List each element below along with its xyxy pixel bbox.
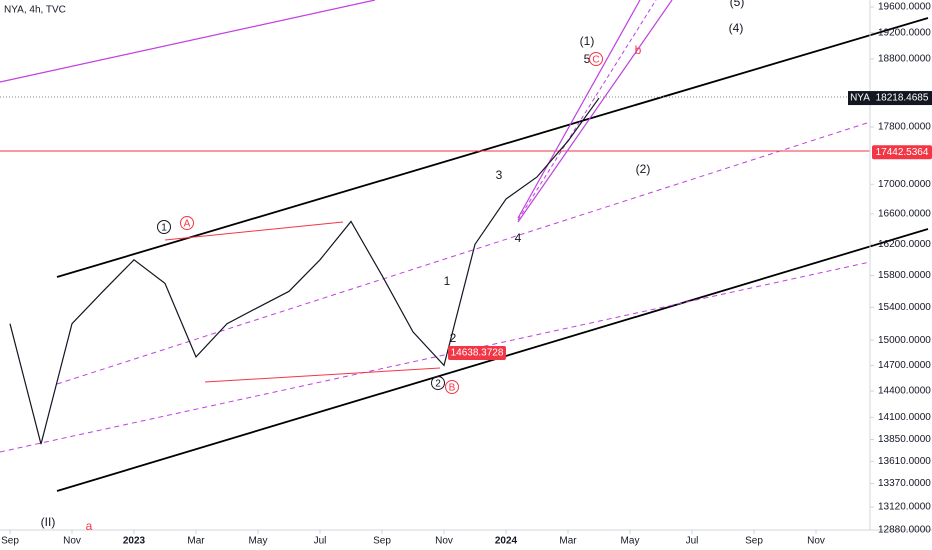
wave-label: 2 [450,331,457,345]
label-circle [180,216,194,230]
label-circle [157,220,171,234]
wave-label: B [449,383,456,394]
x-tick-label: Jul [686,536,699,547]
y-tick-label: 15800.0000 [878,270,931,281]
trend-line [0,0,376,83]
drawings [0,0,932,531]
wave-label: 2 [435,379,441,390]
steep-channel-mid [517,0,657,221]
wave-label: C [592,55,599,66]
y-tick-label: 15000.0000 [878,335,931,346]
x-tick-label: Sep [745,536,763,547]
wave-label: 1 [161,223,167,234]
y-tick-label: 13120.0000 [878,502,931,513]
channel-low [0,261,871,453]
x-tick-label: 2024 [495,536,518,547]
wave-label: a [86,519,93,533]
y-tick-label: 12880.0000 [878,525,931,536]
y-tick-label: 14400.0000 [878,386,931,397]
wave-label: (4) [729,21,744,35]
symbol-tag [848,91,872,106]
wave-label: (1) [580,34,595,48]
x-tick-label: Nov [435,536,453,547]
channel-mid [56,121,871,385]
x-tick-label: Mar [187,536,205,547]
label-circle [589,52,603,66]
triangle-line [204,367,441,383]
price-tag-label: 18218.4685 [876,93,929,104]
y-tick-label: 19200.0000 [878,27,931,38]
triangle-line [164,221,344,241]
wave-label: 3 [496,168,503,182]
wave-label: (II) [41,515,56,529]
y-tick-label: 16200.0000 [878,239,931,250]
price-tag [872,145,932,160]
x-tick-label: Mar [559,536,577,547]
x-tick-label: Sep [373,536,391,547]
price-tag-label: 14638.3728 [451,348,504,359]
x-tick-label: Nov [63,536,81,547]
channel-top [56,17,929,278]
wave-label: (2) [636,162,651,176]
wave-label: b [635,43,642,57]
y-tick-label: 13610.0000 [878,456,931,467]
x-tick-label: Jul [314,536,327,547]
price-tag-label: 17442.5364 [876,147,929,158]
wave-label: A [184,219,191,230]
x-tick-label: Nov [807,536,825,547]
y-tick-label: 13370.0000 [878,478,931,489]
wave-label: (5) [730,0,745,9]
y-tick-label: 13850.0000 [878,434,931,445]
x-tick-label: May [621,536,640,547]
x-tick-label: May [249,536,268,547]
price-tag [448,346,506,360]
y-tick-label: 18800.0000 [878,54,931,65]
y-tick-label: 14700.0000 [878,360,931,371]
x-tick-label: 2023 [123,536,146,547]
label-circle [445,380,459,394]
y-tick-label: 17000.0000 [878,179,931,190]
symbol-name: NYA [850,93,870,104]
steep-channel [517,0,641,219]
y-tick-label: 19600.0000 [878,2,931,13]
y-tick-label: 16600.0000 [878,209,931,220]
wave-label: 4 [515,231,522,245]
x-tick-label: Sep [1,536,19,547]
steep-channel [517,0,673,223]
label-circle [431,376,445,390]
wave-label: 5 [584,52,591,66]
price-tag [872,91,932,106]
price-line [9,97,600,445]
y-tick-label: 14100.0000 [878,412,931,423]
chart-title: NYA, 4h, TVC [4,5,66,16]
y-tick-label: 17800.0000 [878,122,931,133]
wave-label: 1 [444,274,451,288]
y-tick-label: 15400.0000 [878,302,931,313]
